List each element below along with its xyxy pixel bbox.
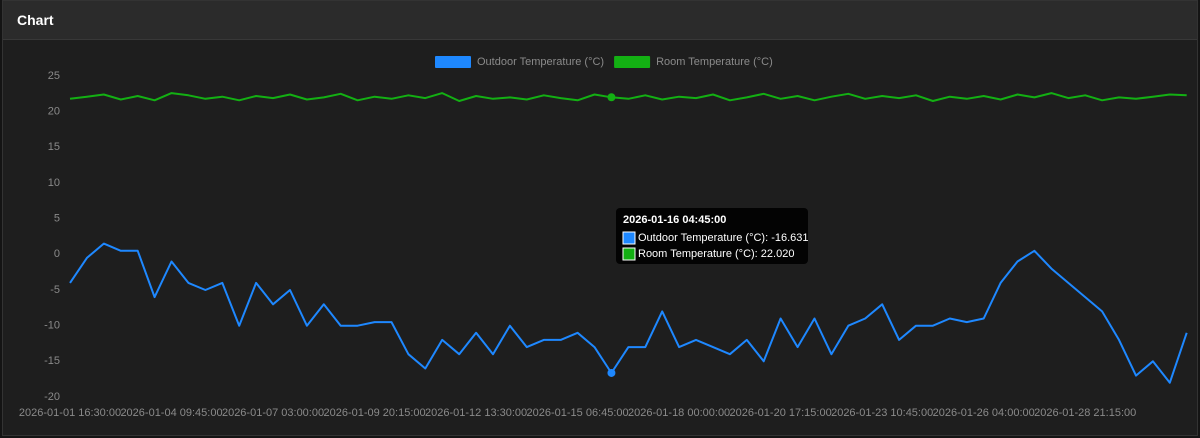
panel-title: Chart [3,1,1197,40]
y-tick-label: 0 [54,248,60,260]
x-tick-label: 2026-01-20 17:15:00 [730,407,832,419]
x-tick-label: 2026-01-01 16:30:00 [19,407,121,419]
tooltip-swatch [622,231,636,245]
y-tick-label: 10 [48,177,60,189]
x-tick-label: 2026-01-07 03:00:00 [222,407,324,419]
y-tick-label: 20 [48,106,60,118]
tooltip-title: 2026-01-16 04:45:00 [623,214,726,226]
hover-point [607,93,616,102]
tooltip-line: Room Temperature (°C): 22.020 [638,248,794,260]
y-tick-label: -10 [44,320,60,332]
y-tick-label: 5 [54,213,60,225]
x-tick-label: 2026-01-23 10:45:00 [831,407,933,419]
x-tick-label: 2026-01-18 00:00:00 [628,407,730,419]
x-tick-label: 2026-01-04 09:45:00 [120,407,222,419]
legend-swatch [435,56,471,68]
x-tick-label: 2026-01-26 04:00:00 [933,407,1035,419]
y-tick-label: -5 [50,284,60,296]
legend-swatch [614,56,651,68]
line-series [69,242,1188,384]
y-tick-label: 25 [48,70,60,82]
x-tick-label: 2026-01-15 06:45:00 [527,407,629,419]
x-tick-label: 2026-01-09 20:15:00 [323,407,425,419]
tooltip-box [616,208,808,264]
legend-label: Room Temperature (°C) [656,56,773,68]
y-tick-label: -15 [44,355,60,367]
tooltip-swatch [622,247,636,261]
hover-point [607,368,616,377]
x-tick-label: 2026-01-12 13:30:00 [425,407,527,419]
y-tick-label: 15 [48,141,60,153]
line-series [69,92,1187,102]
legend-label: Outdoor Temperature (°C) [477,56,604,68]
y-tick-label: -20 [44,391,60,403]
x-tick-label: 2026-01-28 21:15:00 [1034,407,1136,419]
tooltip-line: Outdoor Temperature (°C): -16.631 [638,232,809,244]
